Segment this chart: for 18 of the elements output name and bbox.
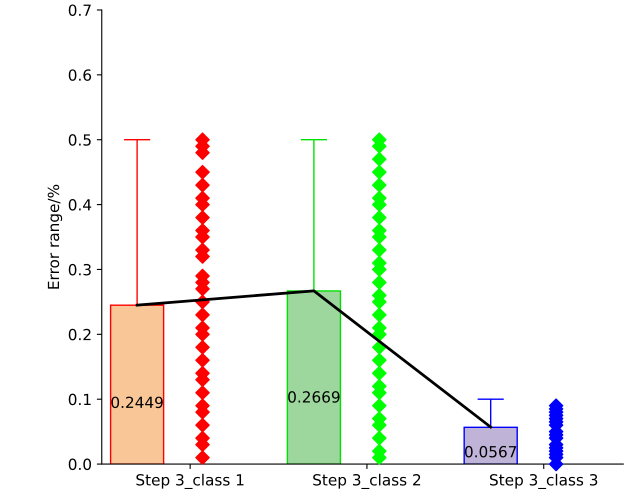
- x-tick-label: Step 3_class 2: [313, 474, 420, 490]
- y-axis-title: Error range/%: [48, 184, 62, 289]
- bar: [110, 304, 164, 464]
- bar: [463, 426, 518, 464]
- x-tick-label: Step 3_class 1: [136, 474, 244, 490]
- y-tick-label: 0.5: [68, 134, 91, 146]
- data-label: 0.0567: [464, 446, 516, 458]
- data-label: 0.2449: [111, 396, 163, 408]
- y-tick-label: 0.0: [68, 458, 92, 470]
- y-tick-label: 0.1: [68, 394, 91, 406]
- y-tick-label: 0.4: [68, 199, 92, 211]
- y-tick-label: 0.7: [68, 4, 91, 16]
- x-tick-label: Step 3_class 3: [490, 474, 598, 490]
- data-label: 0.2669: [288, 391, 340, 403]
- bar: [286, 290, 342, 464]
- y-tick-label: 0.3: [68, 264, 91, 276]
- y-tick-label: 0.2: [68, 328, 91, 340]
- y-tick-label: 0.6: [68, 69, 92, 81]
